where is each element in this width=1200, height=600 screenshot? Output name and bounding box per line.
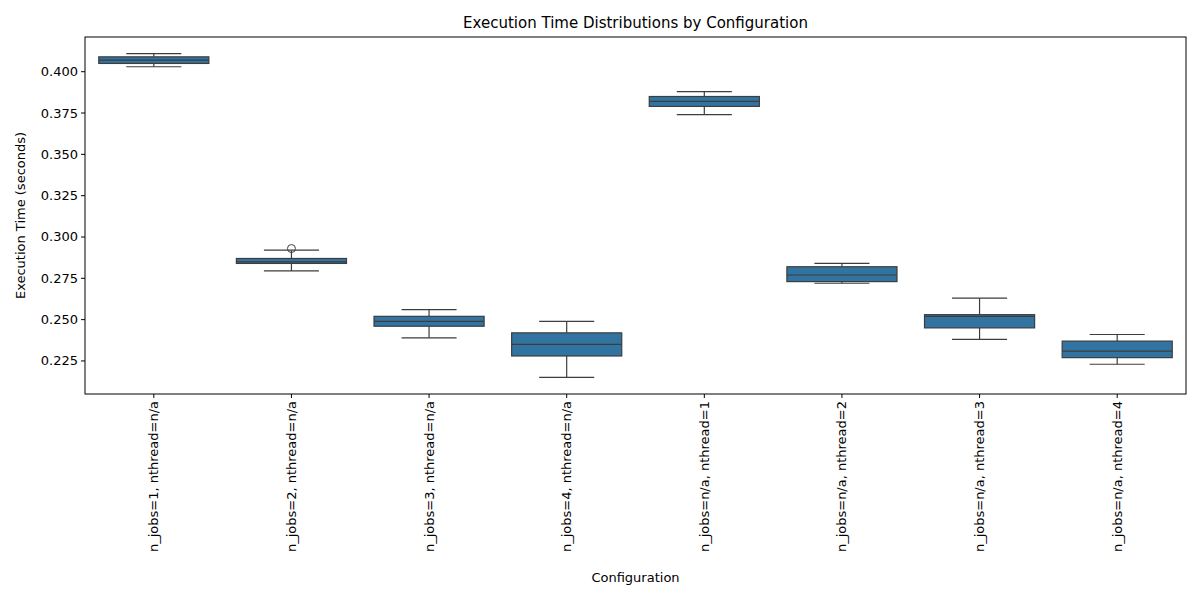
whisker-high [704,92,705,97]
box [649,97,759,107]
y-tick [81,319,85,320]
cap-low [402,337,457,338]
y-tick-label: 0.275 [41,271,78,286]
box [512,333,622,356]
whisker-low [291,263,292,270]
y-tick [81,71,85,72]
median [925,316,1035,317]
median [99,60,209,61]
x-tick-label: n_jobs=3, nthread=n/a [422,401,437,552]
cap-low [1090,364,1145,365]
y-tick [81,236,85,237]
whisker-low [979,328,980,340]
whisker-high [291,250,292,258]
box [925,315,1035,328]
whisker-low [428,326,429,338]
x-tick [566,394,567,398]
y-tick-label: 0.300 [41,229,78,244]
x-tick [153,394,154,398]
x-tick [429,394,430,398]
cap-high [814,263,869,264]
median [787,274,897,275]
whisker-high [428,310,429,317]
x-tick [1117,394,1118,398]
title: Execution Time Distributions by Configur… [463,14,808,32]
cap-low [126,66,181,67]
whisker-high [566,321,567,333]
cap-low [952,339,1007,340]
box [236,258,346,263]
box [374,316,484,326]
x-tick-label: n_jobs=4, nthread=n/a [559,401,574,552]
cap-high [264,250,319,251]
x-tick-label: n_jobs=n/a, nthread=2 [834,401,849,552]
y-tick [81,154,85,155]
cap-high [126,53,181,54]
median [374,321,484,322]
median [649,101,759,102]
y-tick-label: 0.375 [41,106,78,121]
x-tick-label: n_jobs=n/a, nthread=4 [1110,401,1125,552]
cap-high [677,91,732,92]
box [787,267,897,282]
median [512,344,622,345]
x-tick [841,394,842,398]
plot-frame [85,37,1186,394]
y-tick [81,360,85,361]
outlier [287,245,295,253]
chart-container: 0.225 0.250 0.275 0.300 0.325 0.350 0.375 0.400… [0,0,1200,600]
whisker-low [1117,358,1118,365]
y-tick-label: 0.400 [41,64,78,79]
x-axis-label: Configuration [591,570,679,585]
cap-low [677,114,732,115]
cap-high [539,321,594,322]
cap-low [264,270,319,271]
y-tick [81,113,85,114]
chart-svg: 0.225 0.250 0.275 0.300 0.325 0.350 0.375 0.400… [0,0,1200,600]
x-tick-label: n_jobs=2, nthread=n/a [284,401,299,552]
box [99,57,209,64]
median [236,261,346,262]
cap-high [402,309,457,310]
median [1062,350,1172,351]
whisker-low [704,106,705,114]
y-tick-label: 0.225 [41,353,78,368]
whisker-high [1117,335,1118,342]
cap-low [539,377,594,378]
x-tick [291,394,292,398]
x-tick [704,394,705,398]
x-tick-label: n_jobs=n/a, nthread=3 [972,401,987,552]
y-tick [81,195,85,196]
cap-low [814,283,869,284]
y-tick-label: 0.250 [41,312,78,327]
x-tick-label: n_jobs=1, nthread=n/a [146,401,161,552]
box [1062,341,1172,358]
y-tick-label: 0.350 [41,147,78,162]
whisker-low [566,356,567,377]
cap-high [1090,334,1145,335]
y-tick [81,278,85,279]
y-tick-label: 0.325 [41,188,78,203]
x-tick-label: n_jobs=n/a, nthread=1 [697,401,712,552]
whisker-high [979,298,980,315]
cap-high [952,298,1007,299]
x-tick [979,394,980,398]
y-axis-label: Execution Time (seconds) [13,132,28,299]
